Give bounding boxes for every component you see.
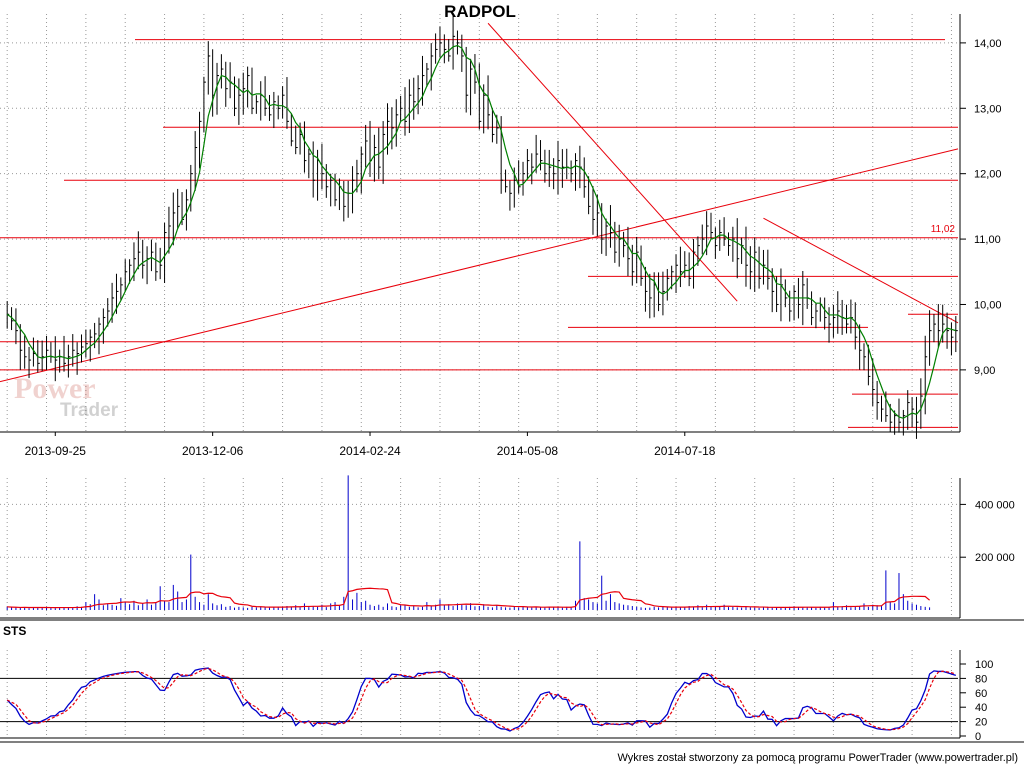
volume-y-tick-label: 400 000 [975, 499, 1015, 511]
chart-title: RADPOL [444, 2, 516, 21]
footer-credit: Wykres został stworzony za pomocą progra… [617, 752, 1018, 764]
sts-y-tick-label: 0 [975, 731, 981, 743]
uptrend-line [0, 148, 959, 383]
grid-layer [0, 14, 958, 738]
sts-panel [0, 667, 958, 732]
sts-d-line [6, 667, 956, 731]
x-tick-label: 2014-07-18 [654, 444, 716, 458]
sts-y-tick-label: 100 [975, 659, 993, 671]
price-level-label: 11,02 [931, 224, 956, 235]
price-y-tick-label: 9,00 [974, 365, 995, 377]
x-tick-label: 2013-09-25 [25, 444, 87, 458]
price-y-tick-label: 11,00 [974, 234, 1001, 246]
price-y-tick-label: 10,00 [974, 299, 1002, 311]
x-tick-label: 2014-05-08 [497, 444, 559, 458]
sts-y-tick-label: 80 [975, 673, 987, 685]
price-y-tick-label: 12,00 [974, 169, 1002, 181]
axes-layer: 9,00 10,00 11,00 12,00 13,00 14,00 2013-09-25 2… [0, 14, 1024, 743]
downtrend-line [487, 22, 738, 302]
price-y-tick-label: 14,00 [974, 38, 1002, 50]
volume-y-tick-label: 200 000 [975, 552, 1015, 564]
sts-y-tick-label: 60 [975, 688, 987, 700]
moving-average-line [6, 44, 956, 419]
price-y-tick-label: 13,00 [974, 103, 1002, 115]
sts-panel-label: STS [3, 624, 27, 638]
sts-k-line [6, 667, 957, 732]
volume-average-line [7, 587, 930, 609]
sts-y-tick-label: 20 [975, 717, 987, 729]
volume-panel [6, 475, 931, 610]
sts-y-tick-label: 40 [975, 702, 987, 714]
x-tick-label: 2014-02-24 [339, 444, 401, 458]
price-panel: 11,02 [0, 15, 959, 439]
x-tick-label: 2013-12-06 [182, 444, 244, 458]
downtrend-line [763, 217, 959, 324]
